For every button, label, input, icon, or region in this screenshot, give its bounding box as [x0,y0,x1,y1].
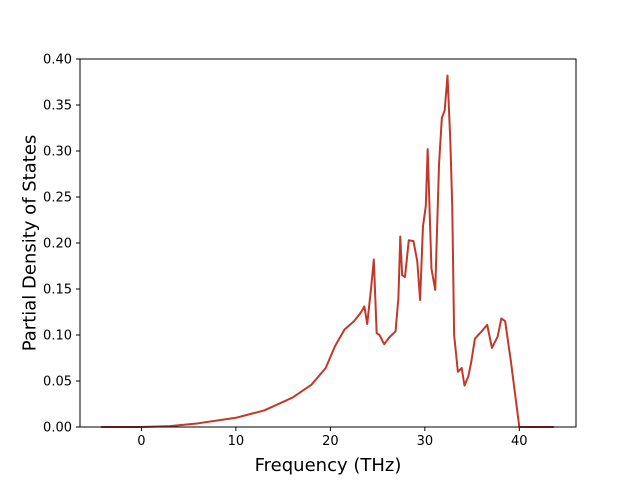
ticks-layer: 0 10 20 30 40 0.00 0.05 0.10 0.15 0.20 0.25 0.30 0.3… [43,53,528,450]
x-tick-label: 20 [322,434,339,449]
y-tick-label: 0.25 [43,191,72,206]
x-tick-label: 30 [417,434,434,449]
y-axis-label: Partial Density of States [19,135,40,352]
y-tick-label: 0.15 [43,283,72,298]
x-tick-label: 10 [228,434,245,449]
x-axis-label: Frequency (THz) [255,455,402,476]
y-tick-label: 0.10 [43,329,72,344]
y-tick-label: 0.05 [43,375,72,390]
plot-frame [79,58,577,428]
y-tick-label: 0.30 [43,145,72,160]
x-tick-label: 0 [137,434,145,449]
series-layer [100,74,555,428]
pdos-series-line [100,74,555,428]
y-tick-label: 0.35 [43,99,72,114]
x-tick-label: 40 [511,434,528,449]
y-tick-label: 0.40 [43,53,72,68]
y-tick-label: 0.20 [43,237,72,252]
y-tick-label: 0.00 [43,421,72,436]
